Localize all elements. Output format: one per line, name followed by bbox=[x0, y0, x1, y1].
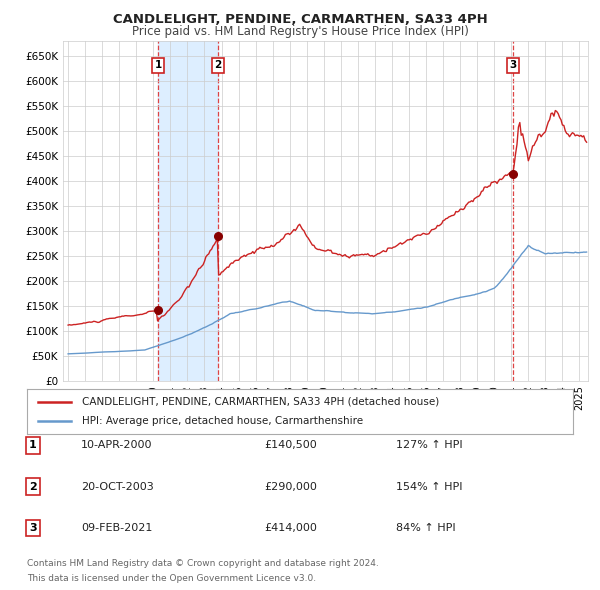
Text: 20-OCT-2003: 20-OCT-2003 bbox=[81, 482, 154, 491]
Text: 3: 3 bbox=[29, 523, 37, 533]
Text: £414,000: £414,000 bbox=[264, 523, 317, 533]
Text: 2: 2 bbox=[29, 482, 37, 491]
Text: 10-APR-2000: 10-APR-2000 bbox=[81, 441, 152, 450]
Text: HPI: Average price, detached house, Carmarthenshire: HPI: Average price, detached house, Carm… bbox=[82, 417, 363, 426]
Text: Contains HM Land Registry data © Crown copyright and database right 2024.: Contains HM Land Registry data © Crown c… bbox=[27, 559, 379, 568]
Text: 1: 1 bbox=[154, 60, 162, 70]
Text: £140,500: £140,500 bbox=[264, 441, 317, 450]
Text: 1: 1 bbox=[29, 441, 37, 450]
Text: 127% ↑ HPI: 127% ↑ HPI bbox=[396, 441, 463, 450]
Text: £290,000: £290,000 bbox=[264, 482, 317, 491]
Text: 2: 2 bbox=[214, 60, 222, 70]
Text: Price paid vs. HM Land Registry's House Price Index (HPI): Price paid vs. HM Land Registry's House … bbox=[131, 25, 469, 38]
Text: This data is licensed under the Open Government Licence v3.0.: This data is licensed under the Open Gov… bbox=[27, 574, 316, 583]
Text: 09-FEB-2021: 09-FEB-2021 bbox=[81, 523, 152, 533]
Text: CANDLELIGHT, PENDINE, CARMARTHEN, SA33 4PH (detached house): CANDLELIGHT, PENDINE, CARMARTHEN, SA33 4… bbox=[82, 397, 439, 407]
Text: 154% ↑ HPI: 154% ↑ HPI bbox=[396, 482, 463, 491]
Text: 3: 3 bbox=[509, 60, 517, 70]
Bar bbox=[158, 41, 218, 381]
Text: 84% ↑ HPI: 84% ↑ HPI bbox=[396, 523, 455, 533]
Text: CANDLELIGHT, PENDINE, CARMARTHEN, SA33 4PH: CANDLELIGHT, PENDINE, CARMARTHEN, SA33 4… bbox=[113, 13, 487, 26]
